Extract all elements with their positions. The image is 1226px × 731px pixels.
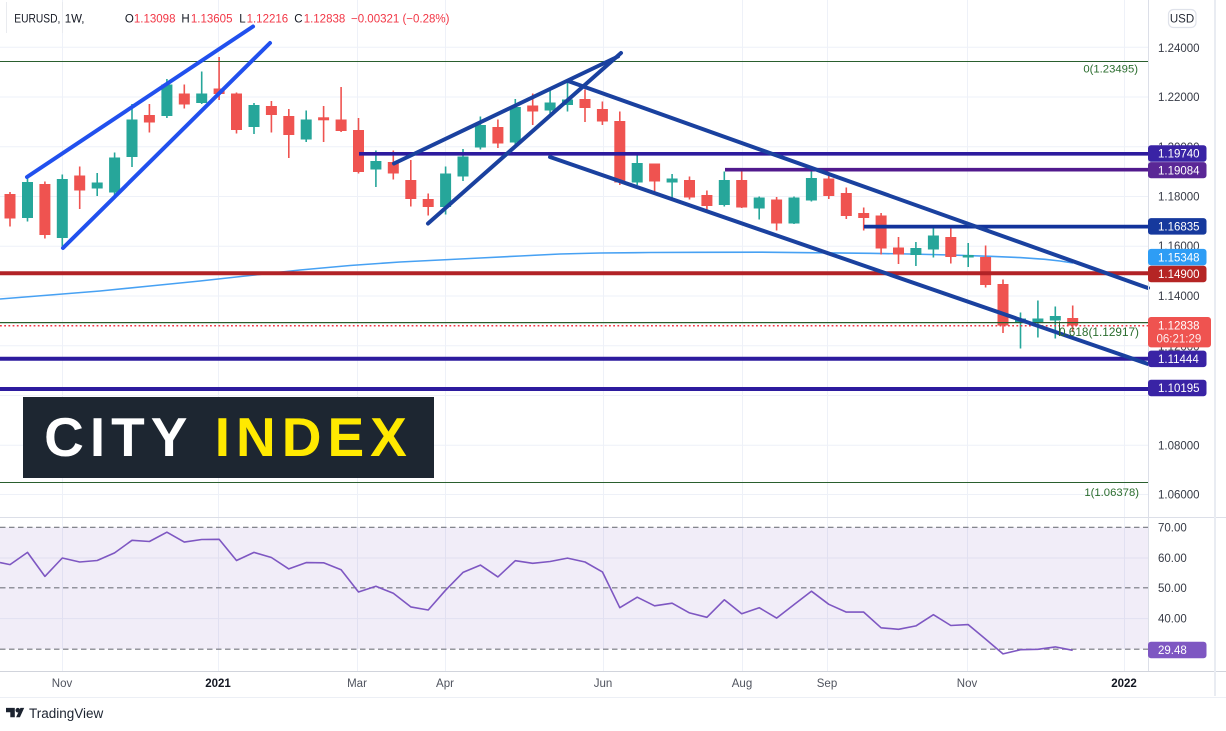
svg-text:1.12838: 1.12838 (1158, 320, 1200, 332)
svg-text:C: C (294, 13, 302, 25)
svg-text:1.19740: 1.19740 (1158, 149, 1200, 161)
svg-text:0(1.23495): 0(1.23495) (1083, 64, 1138, 76)
svg-text:1W,: 1W, (65, 13, 85, 25)
svg-text:1.22000: 1.22000 (1158, 92, 1200, 104)
svg-text:1.13605: 1.13605 (191, 13, 233, 25)
svg-text:2022: 2022 (1111, 678, 1137, 690)
svg-text:Apr: Apr (436, 678, 454, 690)
svg-text:−0.00321 (−0.28%): −0.00321 (−0.28%) (351, 13, 450, 25)
svg-text:1.11444: 1.11444 (1158, 354, 1199, 366)
svg-text:Mar: Mar (347, 678, 367, 690)
svg-text:1.06000: 1.06000 (1158, 490, 1200, 502)
svg-text:Nov: Nov (52, 678, 73, 690)
svg-text:29.48: 29.48 (1158, 645, 1187, 657)
svg-text:1.12216: 1.12216 (247, 13, 289, 25)
svg-text:O: O (125, 13, 134, 25)
svg-text:1.15348: 1.15348 (1158, 252, 1200, 264)
svg-text:06:21:29: 06:21:29 (1157, 334, 1202, 346)
svg-text:Aug: Aug (732, 678, 752, 690)
svg-text:1.12838: 1.12838 (304, 13, 346, 25)
svg-text:1.08000: 1.08000 (1158, 441, 1200, 453)
svg-text:70.00: 70.00 (1158, 522, 1187, 534)
svg-text:1.24000: 1.24000 (1158, 43, 1200, 55)
svg-text:1.13098: 1.13098 (134, 13, 176, 25)
svg-text:60.00: 60.00 (1158, 553, 1187, 565)
svg-text:50.00: 50.00 (1158, 583, 1187, 595)
svg-text:1.19084: 1.19084 (1158, 165, 1200, 177)
svg-text:2021: 2021 (205, 678, 231, 690)
svg-text:L: L (239, 13, 246, 25)
svg-text:H: H (181, 13, 189, 25)
svg-text:0.618(1.12917): 0.618(1.12917) (1059, 325, 1139, 339)
svg-text:1.14900: 1.14900 (1158, 269, 1200, 281)
svg-text:EURUSD,: EURUSD, (14, 13, 60, 25)
svg-text:1(1.06378): 1(1.06378) (1084, 487, 1139, 499)
svg-text:Jun: Jun (594, 678, 613, 690)
svg-text:1.14000: 1.14000 (1158, 291, 1200, 303)
svg-text:1.16835: 1.16835 (1158, 222, 1200, 234)
svg-text:TradingView: TradingView (29, 706, 104, 721)
svg-text:40.00: 40.00 (1158, 613, 1187, 625)
svg-text:Nov: Nov (957, 678, 978, 690)
svg-text:Sep: Sep (817, 678, 837, 690)
svg-text:USD: USD (1170, 14, 1194, 26)
svg-text:1.10195: 1.10195 (1158, 383, 1200, 395)
svg-text:1.18000: 1.18000 (1158, 192, 1200, 204)
